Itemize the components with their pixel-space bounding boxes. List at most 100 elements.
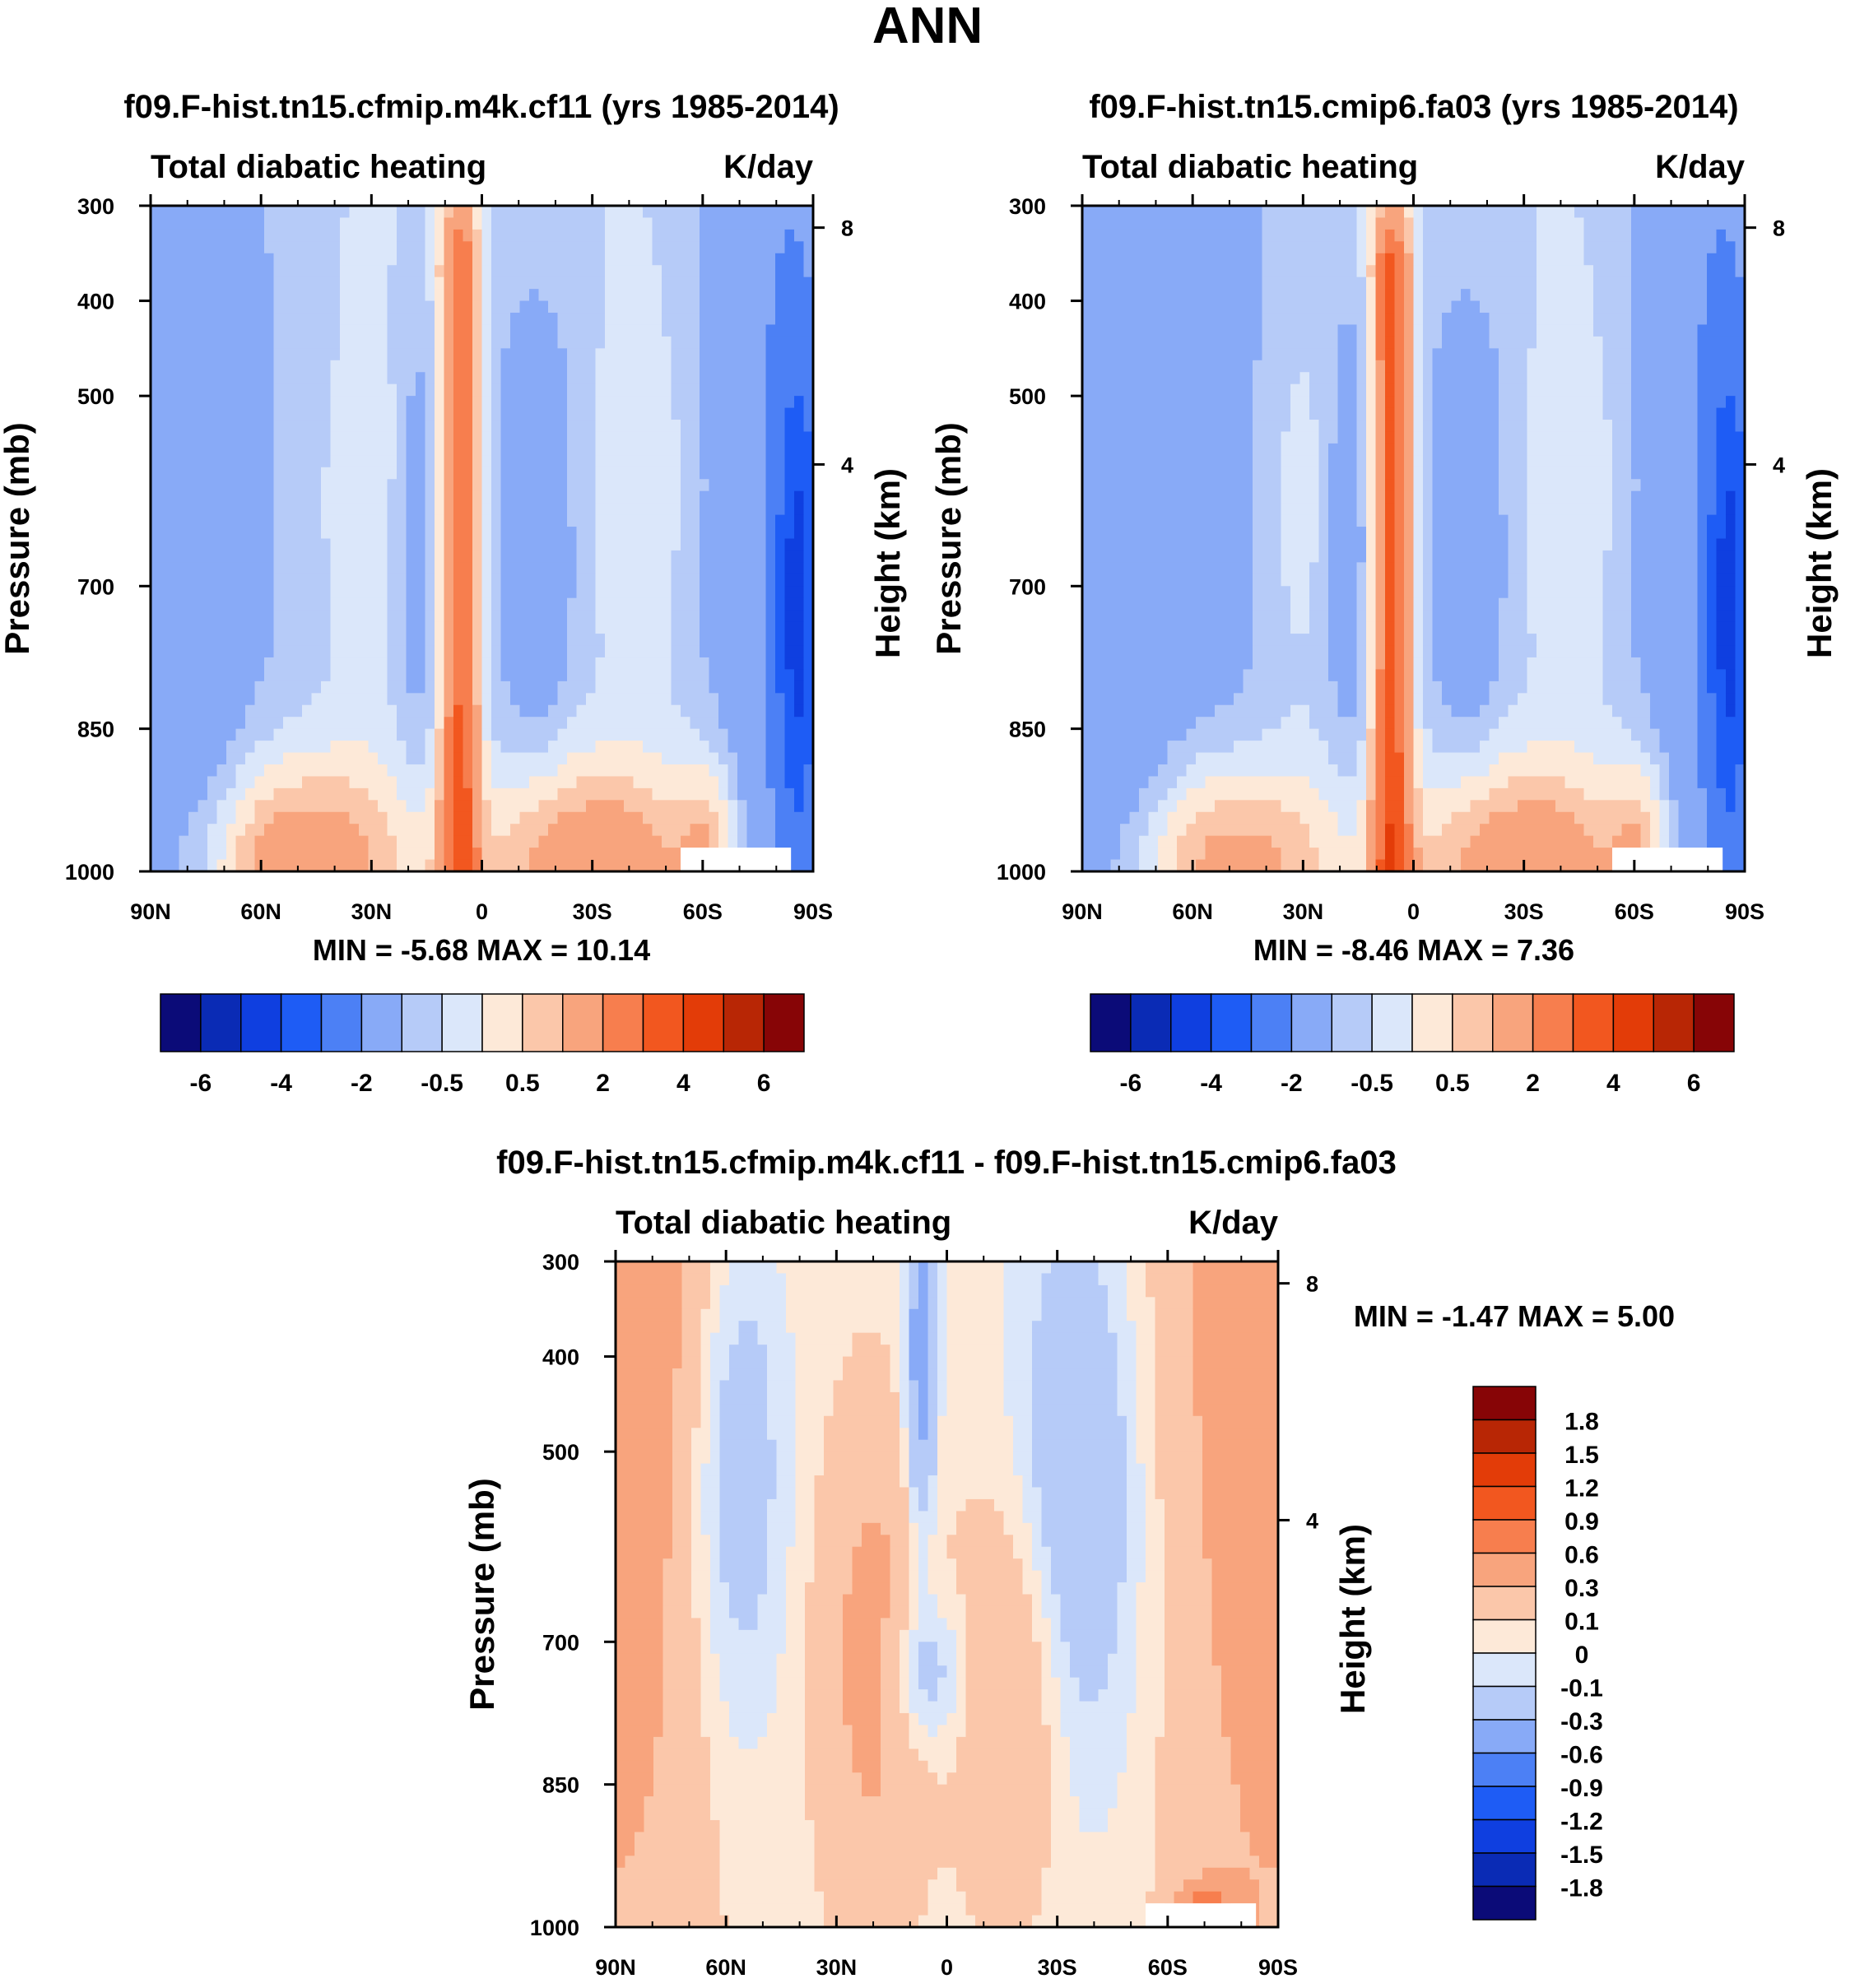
heatmap-cell [397,787,407,801]
heatmap-cell [746,443,757,456]
heatmap-cell [728,527,738,540]
heatmap-cell [273,586,284,599]
heatmap-cell [784,621,795,634]
heatmap-cell [283,217,294,230]
heatmap-cell [198,848,208,861]
heatmap-cell [1101,383,1112,397]
heatmap-cell [216,313,227,326]
heatmap-cell [170,811,180,824]
heatmap-cell [435,562,445,575]
heatmap-cell [690,787,700,801]
heatmap-cell [311,704,322,718]
heatmap-cell [746,431,757,444]
heatmap-cell [254,680,265,694]
heatmap-cell [595,550,606,563]
heatmap-cell [416,229,426,242]
heatmap-cell [519,776,530,789]
heatmap-cell [151,704,161,718]
heatmap-cell [160,276,170,290]
heatmap-cell [624,597,635,611]
heatmap-cell [1205,787,1216,801]
heatmap-cell [756,455,767,468]
heatmap-cell [1110,313,1121,326]
heatmap-cell [235,610,246,623]
heatmap-cell [330,431,341,444]
heatmap-cell [784,348,795,361]
heatmap-cell [709,634,719,647]
heatmap-cell [235,336,246,349]
heatmap-cell [529,514,540,527]
heatmap-cell [188,610,199,623]
heatmap-cell [765,776,776,789]
heatmap-cell [254,645,265,658]
heatmap-cell [463,372,473,385]
heatmap-cell [311,610,322,623]
heatmap-cell [292,514,303,527]
heatmap-cell [481,835,492,848]
heatmap-cell [1139,479,1150,492]
heatmap-cell [671,420,681,433]
heatmap-cell [216,431,227,444]
heatmap-cell [794,396,805,409]
heatmap-cell [643,574,653,587]
heatmap-cell [226,431,237,444]
heatmap-cell [605,396,616,409]
heatmap-cell [340,859,351,872]
heatmap-cell [614,383,625,397]
heatmap-cell [510,479,521,492]
heatmap-cell [463,764,473,778]
heatmap-cell [1129,634,1140,647]
heatmap-cell [1196,467,1206,480]
heatmap-cell [321,621,332,634]
heatmap-cell [1196,800,1206,813]
heatmap-cell [756,372,767,385]
heatmap-cell [340,479,351,492]
heatmap-cell [463,752,473,765]
heatmap-cell [624,764,635,778]
heatmap-cell [330,217,341,230]
heatmap-cell [690,396,700,409]
heatmap-cell [425,360,435,373]
heatmap-cell [1091,764,1102,778]
heatmap-cell [538,300,549,314]
heatmap-cell [1120,324,1131,337]
heatmap-cell [453,859,464,872]
heatmap-cell [784,728,795,741]
heatmap-cell [728,490,738,504]
heatmap-cell [273,300,284,314]
heatmap-cell [510,490,521,504]
heatmap-cell [235,717,246,730]
heatmap-cell [500,550,511,563]
heatmap-cell [775,741,786,754]
heatmap-cell [519,800,530,813]
heatmap-cell [302,407,313,420]
heatmap-cell [397,383,407,397]
heatmap-cell [1186,597,1197,611]
heatmap-cell [586,324,597,337]
heatmap-cell [567,574,578,587]
heatmap-cell [216,704,227,718]
heatmap-cell [425,657,435,671]
heatmap-cell [633,300,644,314]
heatmap-cell [500,669,511,682]
heatmap-cell [416,372,426,385]
heatmap-cell [463,787,473,801]
heatmap-cell [1243,324,1253,337]
heatmap-cell [718,431,729,444]
heatmap-cell [794,360,805,373]
heatmap-cell [188,276,199,290]
heatmap-cell [1139,717,1150,730]
heatmap-cell [359,574,370,587]
heatmap-cell [302,300,313,314]
heatmap-cell [491,680,502,694]
heatmap-cell [264,348,275,361]
heatmap-cell [330,407,341,420]
heatmap-cell [737,490,748,504]
heatmap-cell [349,562,360,575]
heatmap-cell [264,574,275,587]
heatmap-cell [170,407,180,420]
heatmap-cell [595,443,606,456]
heatmap-cell [1120,407,1131,420]
heatmap-cell [416,776,426,789]
heatmap-cell [188,527,199,540]
